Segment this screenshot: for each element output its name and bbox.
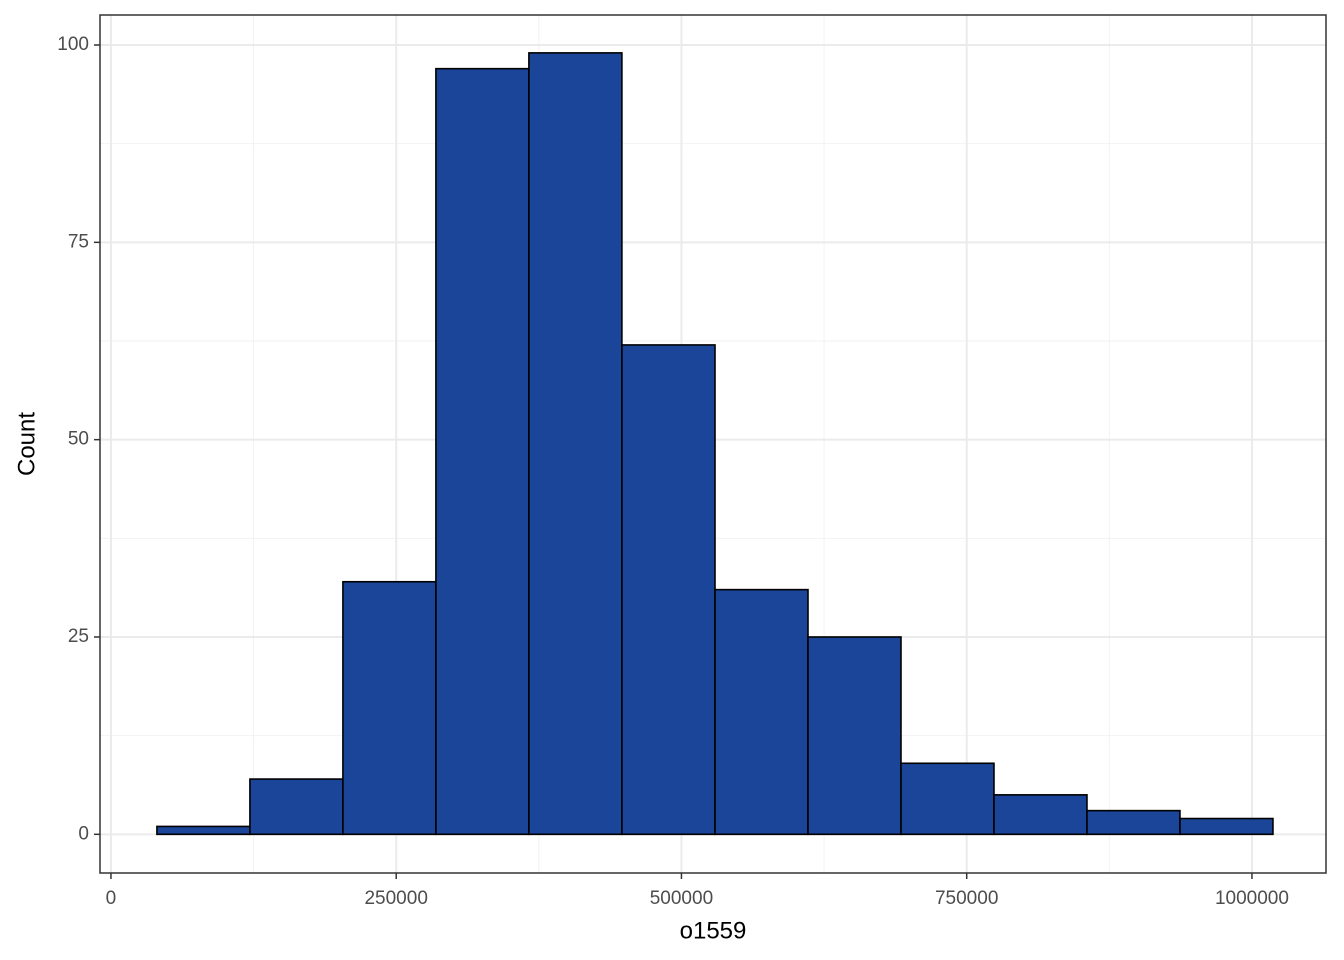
x-tick-label: 1000000 bbox=[1215, 888, 1289, 909]
bar bbox=[249, 778, 344, 836]
x-tick-label: 250000 bbox=[364, 888, 427, 909]
bar bbox=[714, 588, 809, 836]
bar bbox=[342, 580, 437, 836]
x-axis-label: o1559 bbox=[680, 917, 747, 944]
x-tick-label: 500000 bbox=[650, 888, 713, 909]
bar bbox=[528, 52, 623, 836]
y-tick-label: 25 bbox=[68, 626, 89, 647]
y-axis-label: Count bbox=[13, 412, 40, 476]
bar bbox=[1086, 809, 1181, 836]
y-tick-label: 100 bbox=[57, 34, 89, 55]
y-tick-label: 0 bbox=[78, 823, 89, 844]
x-tick-label: 750000 bbox=[935, 888, 998, 909]
x-tick-label: 0 bbox=[106, 888, 117, 909]
panel-border bbox=[99, 14, 1327, 874]
bar bbox=[900, 762, 995, 836]
bar bbox=[156, 825, 251, 836]
y-tick-label: 75 bbox=[68, 231, 89, 252]
bar bbox=[621, 344, 716, 836]
y-tick-label: 50 bbox=[68, 429, 89, 450]
bar bbox=[1179, 817, 1274, 836]
bar bbox=[807, 636, 902, 836]
bar bbox=[435, 67, 530, 836]
bar bbox=[993, 794, 1088, 836]
